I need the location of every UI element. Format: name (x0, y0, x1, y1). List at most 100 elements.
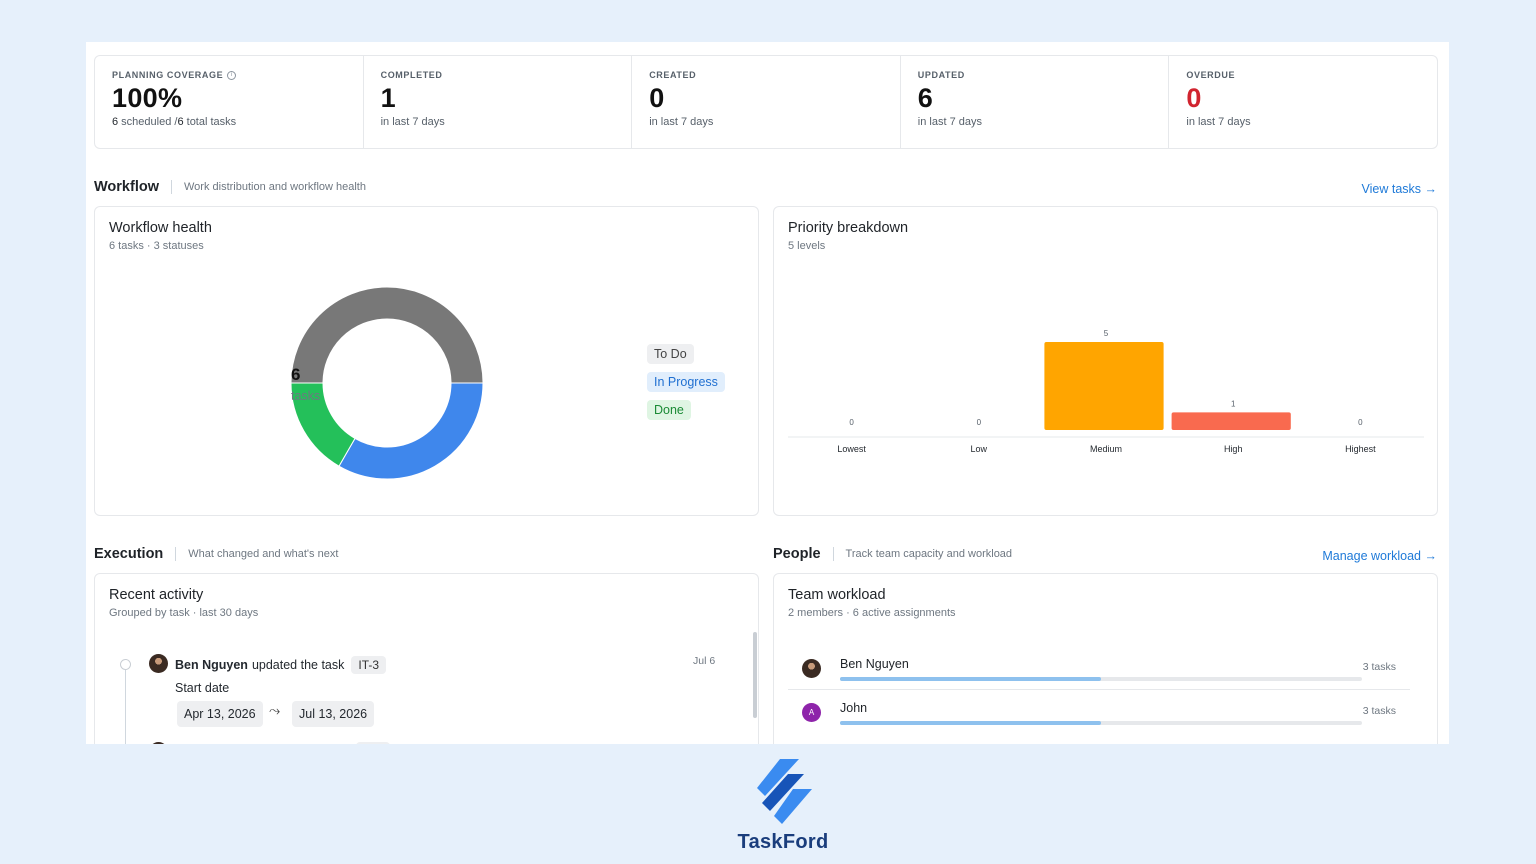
total-count: 6 (177, 116, 184, 128)
card-subtitle: 2 members · 6 active assignments (788, 607, 956, 619)
stat-value: 0 (649, 83, 665, 113)
workload-bar-fill (840, 721, 1101, 725)
avatar[interactable] (149, 654, 168, 673)
card-title: Workflow health (109, 220, 212, 236)
stat-sub: in last 7 days (649, 116, 714, 128)
brand-name: TaskFord (737, 831, 829, 853)
bar-value-label: 0 (1358, 418, 1363, 427)
scrollbar[interactable] (753, 632, 757, 718)
donut-slice-done[interactable] (290, 382, 356, 467)
section-title: Execution (94, 546, 164, 562)
brand: TaskFord (700, 754, 866, 853)
stat-value: 6 (917, 83, 934, 113)
status-donut-chart: 6 tasks (290, 286, 484, 480)
taskford-logo-icon (757, 759, 812, 824)
priority-bar-chart: 0 Lowest 0 Low 5 Medium 1 High 0 Highest (788, 329, 1424, 454)
section-description: What changed and what's next (188, 548, 339, 560)
stat-label: OVERDUE (1186, 70, 1236, 80)
divider (175, 547, 177, 561)
workflow-health-card: Workflow health 6 tasks · 3 statuses 6 t… (94, 206, 759, 516)
donut-slice-to-do[interactable] (290, 286, 484, 384)
avatar: A (802, 703, 821, 722)
donut-svg (290, 286, 484, 480)
bar-medium[interactable] (1044, 342, 1164, 430)
timeline-line (125, 670, 126, 744)
stat-created: CREATED 0 in last 7 days (632, 56, 901, 148)
avatar[interactable] (149, 742, 168, 744)
x-tick-label: Lowest (837, 444, 866, 454)
activity-action: updated the task (251, 658, 345, 672)
scheduled-count: 6 (112, 116, 119, 128)
x-tick-label: Low (971, 444, 988, 454)
member-name: John (840, 701, 868, 715)
card-subtitle: 6 tasks · 3 statuses (109, 240, 204, 252)
legend-done[interactable]: Done (647, 400, 691, 420)
workload-row[interactable]: Ben Nguyen 3 tasks (788, 657, 1410, 701)
stat-value: 0 (1186, 83, 1202, 113)
scheduled-text: scheduled / (118, 116, 178, 128)
bar-value-label: 5 (1104, 329, 1109, 338)
card-title: Recent activity (109, 587, 204, 603)
legend-in-progress[interactable]: In Progress (647, 372, 725, 392)
card-title: Team workload (788, 587, 886, 603)
avatar (802, 659, 821, 678)
priority-breakdown-card: Priority breakdown 5 levels 0 Lowest 0 Low 5… (773, 206, 1438, 516)
stat-planning-coverage: PLANNING COVERAGE i 100% 6 scheduled /6 t… (95, 56, 364, 148)
stat-sub: in last 7 days (1186, 116, 1251, 128)
card-title: Priority breakdown (788, 220, 909, 236)
stat-label: CREATED (649, 70, 697, 80)
divider (170, 180, 172, 194)
new-date-chip: Jul 13, 2026 (292, 701, 375, 727)
stat-sub: in last 7 days (380, 116, 445, 128)
workload-bar (840, 677, 1362, 681)
stat-value: 1 (380, 83, 396, 113)
status-legend: To Do In Progress Done (647, 344, 725, 428)
changed-field: Start date (175, 681, 230, 695)
activity-date: Jul 6 (693, 655, 716, 667)
stat-label: UPDATED (917, 70, 965, 80)
task-count: 3 tasks (1362, 705, 1396, 717)
curved-arrow-icon: ⤳ (269, 702, 281, 718)
task-tag[interactable] (356, 742, 390, 744)
view-tasks-link[interactable]: View tasks → (1361, 182, 1438, 196)
timeline-dot (120, 659, 131, 670)
recent-activity-card: Recent activity Grouped by task · last 3… (94, 573, 759, 744)
section-description: Track team capacity and workload (845, 548, 1013, 560)
total-text: total tasks (183, 116, 237, 128)
task-count: 3 tasks (1362, 661, 1396, 673)
workload-bar (840, 721, 1362, 725)
people-section-header: People Track team capacity and workload (773, 546, 1012, 562)
manage-workload-link[interactable]: Manage workload → (1322, 549, 1437, 563)
legend-todo[interactable]: To Do (647, 344, 694, 364)
divider (832, 547, 834, 561)
x-tick-label: Medium (1090, 444, 1122, 454)
dashboard-panel: PLANNING COVERAGE i 100% 6 scheduled /6 t… (86, 42, 1449, 744)
task-tag[interactable]: IT-3 (351, 656, 387, 674)
card-subtitle: 5 levels (788, 240, 826, 252)
workload-row[interactable]: A John 3 tasks (788, 701, 1410, 744)
stat-label: PLANNING COVERAGE (112, 70, 224, 80)
old-date-chip: Apr 13, 2026 (177, 701, 263, 727)
stat-value: 100% (112, 83, 183, 113)
donut-total: 6 (291, 365, 301, 384)
stat-overdue: OVERDUE 0 in last 7 days (1169, 56, 1437, 148)
bar-value-label: 0 (849, 418, 854, 427)
info-icon[interactable]: i (227, 70, 237, 80)
x-tick-label: Highest (1345, 444, 1376, 454)
team-workload-card: Team workload 2 members · 6 active assig… (773, 573, 1438, 744)
activity-user[interactable]: Ben Nguyen (175, 658, 248, 672)
divider (788, 689, 1410, 690)
bar-high[interactable] (1171, 412, 1291, 430)
section-title: Workflow (94, 179, 159, 195)
member-name: Ben Nguyen (840, 657, 909, 671)
stats-row: PLANNING COVERAGE i 100% 6 scheduled /6 t… (94, 55, 1438, 149)
bar-value-label: 1 (1231, 399, 1236, 408)
workflow-section-header: Workflow Work distribution and workflow … (94, 179, 366, 195)
stat-updated: UPDATED 6 in last 7 days (901, 56, 1170, 148)
donut-label: tasks (291, 389, 321, 403)
activity-item: Ben Nguyen updated the task IT-3 (175, 656, 387, 674)
section-title: People (773, 546, 821, 562)
stat-label: COMPLETED (380, 70, 443, 80)
stat-completed: COMPLETED 1 in last 7 days (364, 56, 633, 148)
bar-value-label: 0 (977, 418, 982, 427)
